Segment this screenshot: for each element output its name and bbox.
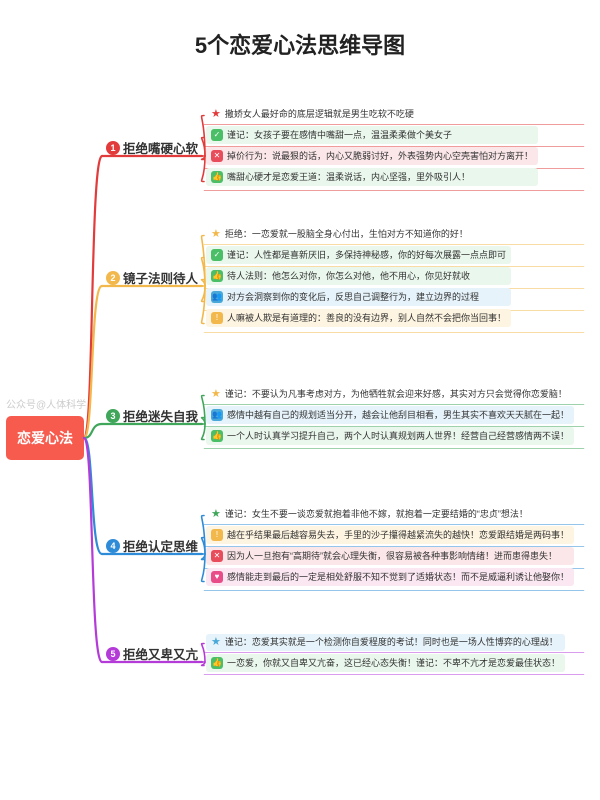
branch-number-badge: 2 — [106, 271, 120, 285]
leaf-node: 👍 一个人时认真学习提升自己，两个人时认真规划两人世界！经营自己经营感情两不误！ — [206, 427, 574, 445]
leaf-node: ✓ 谨记：人性都是喜新厌旧，多保持神秘感，你的好每次展露一点点即可 — [206, 246, 511, 264]
leaf-node: ★ 拒绝：一恋爱就一股脑全身心付出，生怕对方不知道你的好！ — [206, 226, 511, 243]
branch-label-text: 拒绝认定思维 — [123, 536, 198, 555]
leaf-node: ★ 撒娇女人最好命的底层逻辑就是男生吃软不吃硬 — [206, 106, 538, 123]
thumb-icon: 👍 — [211, 430, 223, 442]
leaf-node: ★ 谨记：女生不要一谈恋爱就抱着非他不嫁，就抱着一定要结婚的“忠贞”想法！ — [206, 506, 574, 523]
leaf-text: 掉价行为：说最狠的话，内心又脆弱讨好，外表强势内心空壳害怕对方离开！ — [227, 151, 533, 162]
leaf-text: 待人法则：他怎么对你，你怎么对他，他不用心，你见好就收 — [227, 271, 470, 282]
root-node: 恋爱心法 — [6, 416, 84, 460]
branch-label: 5拒绝又卑又亢 — [106, 644, 198, 663]
leaf-text: 越在乎结果最后越容易失去，手里的沙子攥得越紧流失的越快！恋爱跟结婚是两码事！ — [227, 530, 569, 541]
leaf-node: ♥ 感情能走到最后的一定是相处舒服不知不觉到了适婚状态！而不是威逼利诱让他娶你！ — [206, 568, 574, 586]
leaf-node: 👍 一恋爱，你就又自卑又亢奋，这已经心态失衡！谨记：不卑不亢才是恋爱最佳状态！ — [206, 654, 565, 672]
people-icon: 👥 — [211, 409, 223, 421]
leaf-text: 对方会洞察到你的变化后，反思自己调整行为，建立边界的过程 — [227, 292, 479, 303]
star-icon: ★ — [211, 389, 221, 400]
leaf-text: 因为人一旦抱有“高期待”就会心理失衡，很容易被各种事影响情绪！进而患得患失！ — [227, 551, 557, 562]
check-icon: ✓ — [211, 129, 223, 141]
thumb-icon: 👍 — [211, 270, 223, 282]
leaf-group: ★ 拒绝：一恋爱就一股脑全身心付出，生怕对方不知道你的好！✓ 谨记：人性都是喜新厌旧… — [206, 226, 511, 327]
leaf-text: 撒娇女人最好命的底层逻辑就是男生吃软不吃硬 — [225, 109, 414, 120]
cross-icon: ✕ — [211, 150, 223, 162]
thumb-icon: 👍 — [211, 171, 223, 183]
heart-icon: ♥ — [211, 571, 223, 583]
leaf-node: 👍 嘴甜心硬才是恋爱王道：温柔说话，内心坚强，里外吸引人！ — [206, 168, 538, 186]
thumb-icon: 👍 — [211, 657, 223, 669]
leaf-text: 谨记：女生不要一谈恋爱就抱着非他不嫁，就抱着一定要结婚的“忠贞”想法！ — [225, 509, 528, 520]
leaf-group: ★ 谨记：女生不要一谈恋爱就抱着非他不嫁，就抱着一定要结婚的“忠贞”想法！! 越在乎… — [206, 506, 574, 586]
leaf-node: ★ 谨记：不要认为凡事考虑对方，为他牺牲就会迎来好感，其实对方只会觉得你恋爱脑！ — [206, 386, 574, 403]
leaf-text: 谨记：恋爱其实就是一个检测你自爱程度的考试！同时也是一场人性博弈的心理战！ — [225, 637, 558, 648]
branch-label-text: 镜子法则待人 — [123, 268, 198, 287]
leaf-group: ★ 撒娇女人最好命的底层逻辑就是男生吃软不吃硬✓ 谨记：女孩子要在感情中嘴甜一点，温… — [206, 106, 538, 186]
leaf-node: ✕ 掉价行为：说最狠的话，内心又脆弱讨好，外表强势内心空壳害怕对方离开！ — [206, 147, 538, 165]
check-icon: ✓ — [211, 249, 223, 261]
branch-label: 4拒绝认定思维 — [106, 536, 198, 555]
watermark: 公众号@人体科学 — [6, 396, 86, 411]
branch-number-badge: 5 — [106, 647, 120, 661]
leaf-node: 👍 待人法则：他怎么对你，你怎么对他，他不用心，你见好就收 — [206, 267, 511, 285]
leaf-text: 拒绝：一恋爱就一股脑全身心付出，生怕对方不知道你的好！ — [225, 229, 468, 240]
mindmap-canvas: 公众号@人体科学 恋爱心法 1拒绝嘴硬心软 ★ 撒娇女人最好命的底层逻辑就是男生吃软… — [0, 78, 600, 798]
leaf-text: 感情能走到最后的一定是相处舒服不知不觉到了适婚状态！而不是威逼利诱让他娶你！ — [227, 572, 569, 583]
leaf-text: 谨记：女孩子要在感情中嘴甜一点，温温柔柔做个美女子 — [227, 130, 452, 141]
leaf-node: ★ 谨记：恋爱其实就是一个检测你自爱程度的考试！同时也是一场人性博弈的心理战！ — [206, 634, 565, 651]
leaf-text: 谨记：人性都是喜新厌旧，多保持神秘感，你的好每次展露一点点即可 — [227, 250, 506, 261]
leaf-text: 感情中越有自己的规划适当分开，越会让他刮目相看，男生其实不喜欢天天腻在一起！ — [227, 410, 569, 421]
warn-icon: ! — [211, 529, 223, 541]
branch-label-text: 拒绝迷失自我 — [123, 406, 198, 425]
leaf-text: 嘴甜心硬才是恋爱王道：温柔说话，内心坚强，里外吸引人！ — [227, 172, 470, 183]
leaf-group: ★谨记：不要认为凡事考虑对方，为他牺牲就会迎来好感，其实对方只会觉得你恋爱脑！👥… — [206, 386, 574, 445]
leaf-node: ! 人嘛被人欺是有道理的：善良的没有边界，别人自然不会把你当回事！ — [206, 309, 511, 327]
leaf-node: 👥 感情中越有自己的规划适当分开，越会让他刮目相看，男生其实不喜欢天天腻在一起！ — [206, 406, 574, 424]
leaf-node: 👥 对方会洞察到你的变化后，反思自己调整行为，建立边界的过程 — [206, 288, 511, 306]
star-icon: ★ — [211, 109, 221, 120]
branch-label-text: 拒绝嘴硬心软 — [123, 138, 198, 157]
page-title: 5个恋爱心法思维导图 — [0, 0, 600, 78]
leaf-text: 一个人时认真学习提升自己，两个人时认真规划两人世界！经营自己经营感情两不误！ — [227, 431, 569, 442]
cross-icon: ✕ — [211, 550, 223, 562]
branch-label: 3拒绝迷失自我 — [106, 406, 198, 425]
star-icon: ★ — [211, 229, 221, 240]
leaf-text: 一恋爱，你就又自卑又亢奋，这已经心态失衡！谨记：不卑不亢才是恋爱最佳状态！ — [227, 658, 560, 669]
branch-label-text: 拒绝又卑又亢 — [123, 644, 198, 663]
leaf-node: ✓ 谨记：女孩子要在感情中嘴甜一点，温温柔柔做个美女子 — [206, 126, 538, 144]
star-icon: ★ — [211, 637, 221, 648]
star-icon: ★ — [211, 509, 221, 520]
branch-number-badge: 4 — [106, 539, 120, 553]
leaf-node: ✕ 因为人一旦抱有“高期待”就会心理失衡，很容易被各种事影响情绪！进而患得患失！ — [206, 547, 574, 565]
warn-icon: ! — [211, 312, 223, 324]
people-icon: 👥 — [211, 291, 223, 303]
branch-label: 2镜子法则待人 — [106, 268, 198, 287]
branch-label: 1拒绝嘴硬心软 — [106, 138, 198, 157]
leaf-text: 人嘛被人欺是有道理的：善良的没有边界，别人自然不会把你当回事！ — [227, 313, 506, 324]
leaf-node: ! 越在乎结果最后越容易失去，手里的沙子攥得越紧流失的越快！恋爱跟结婚是两码事！ — [206, 526, 574, 544]
leaf-group: ★ 谨记：恋爱其实就是一个检测你自爱程度的考试！同时也是一场人性博弈的心理战！👍 一… — [206, 634, 565, 672]
branch-number-badge: 3 — [106, 409, 120, 423]
branch-number-badge: 1 — [106, 141, 120, 155]
leaf-text: 谨记：不要认为凡事考虑对方，为他牺牲就会迎来好感，其实对方只会觉得你恋爱脑！ — [225, 389, 567, 400]
